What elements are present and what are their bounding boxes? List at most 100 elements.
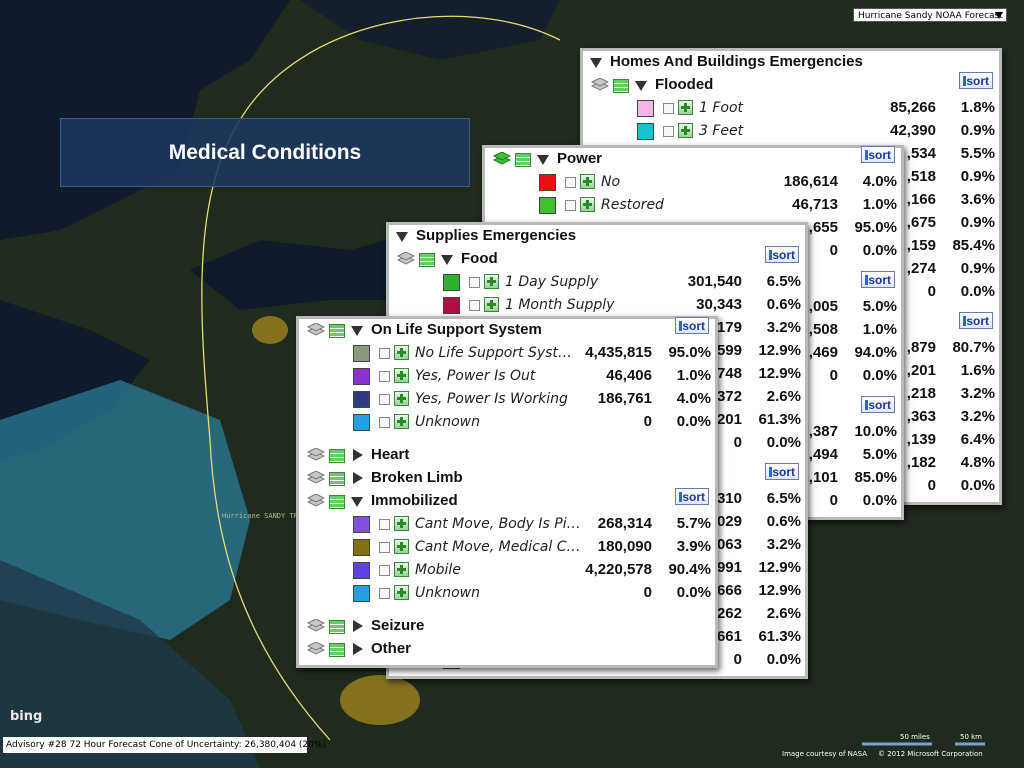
expand-arrow-closed[interactable] [353, 472, 363, 484]
add-icon[interactable] [484, 274, 499, 289]
count: ,274 [906, 260, 936, 277]
item-label: No [601, 174, 621, 190]
add-icon[interactable] [394, 539, 409, 554]
add-icon[interactable] [484, 297, 499, 312]
color-swatch [353, 414, 370, 431]
visibility-toggle[interactable] [329, 449, 345, 463]
checkbox[interactable] [379, 542, 390, 553]
layer-icon[interactable] [307, 471, 325, 485]
sort-button[interactable]: sort [861, 271, 895, 288]
layer-dropdown[interactable]: Hurricane Sandy NOAA Forecast [853, 8, 1007, 22]
visibility-toggle[interactable] [329, 495, 345, 509]
expand-arrow-open[interactable] [635, 81, 647, 91]
layer-icon[interactable] [397, 252, 415, 266]
sort-button[interactable]: sort [765, 246, 799, 263]
count: ,879 [906, 339, 936, 356]
sort-button[interactable]: sort [765, 463, 799, 480]
visibility-toggle[interactable] [329, 324, 345, 338]
checkbox[interactable] [469, 277, 480, 288]
count: 0 [829, 242, 838, 259]
coast [0, 560, 260, 768]
add-icon[interactable] [394, 391, 409, 406]
sort-button[interactable]: sort [861, 396, 895, 413]
visibility-toggle[interactable] [329, 620, 345, 634]
percent: 6.5% [766, 490, 801, 507]
scale-km: 50 km [960, 733, 983, 741]
layer-icon[interactable] [307, 619, 325, 633]
layer-icon[interactable] [307, 448, 325, 462]
checkbox[interactable] [565, 200, 576, 211]
visibility-toggle[interactable] [613, 79, 629, 93]
layer-icon[interactable] [591, 78, 609, 92]
add-icon[interactable] [394, 414, 409, 429]
count: 0 [733, 651, 742, 668]
count: 0 [927, 283, 936, 300]
layer-icon[interactable] [493, 152, 511, 166]
forecast-cone [201, 15, 561, 741]
checkbox[interactable] [663, 126, 674, 137]
checkbox[interactable] [379, 417, 390, 428]
percent: 0.0% [676, 413, 711, 430]
group-label: Food [461, 250, 498, 267]
sort-button[interactable]: sort [675, 317, 709, 334]
item-label: 1 Month Supply [505, 297, 615, 313]
count: ,201 [712, 411, 742, 428]
visibility-toggle[interactable] [419, 253, 435, 267]
expand-arrow-closed[interactable] [353, 449, 363, 461]
checkbox[interactable] [379, 565, 390, 576]
count: 186,761 [597, 390, 652, 407]
add-icon[interactable] [678, 100, 693, 115]
item-label: Yes, Power Is Working [415, 391, 568, 407]
expand-arrow-closed[interactable] [353, 643, 363, 655]
expand-arrow-open[interactable] [351, 326, 363, 336]
count: ,655 [808, 219, 838, 236]
count: 4,220,578 [585, 561, 652, 578]
item-label: Cant Move, Body Is Pi… [415, 516, 581, 532]
count: 268,314 [597, 515, 652, 532]
visibility-toggle[interactable] [515, 153, 531, 167]
layer-icon[interactable] [307, 642, 325, 656]
group-label: Broken Limb [371, 469, 463, 486]
layer-icon[interactable] [307, 494, 325, 508]
collapse-arrow[interactable] [590, 58, 602, 68]
expand-arrow-open[interactable] [441, 255, 453, 265]
checkbox[interactable] [469, 300, 480, 311]
checkbox[interactable] [663, 103, 674, 114]
percent: 12.9% [758, 582, 801, 599]
group-label: Flooded [655, 76, 714, 93]
sort-button[interactable]: sort [959, 312, 993, 329]
add-icon[interactable] [394, 562, 409, 577]
percent: 1.0% [862, 196, 897, 213]
expand-arrow-open[interactable] [537, 155, 549, 165]
add-icon[interactable] [394, 368, 409, 383]
checkbox[interactable] [379, 394, 390, 405]
visibility-toggle[interactable] [329, 472, 345, 486]
expand-arrow-closed[interactable] [353, 620, 363, 632]
add-icon[interactable] [394, 585, 409, 600]
percent: 1.0% [862, 321, 897, 338]
add-icon[interactable] [580, 174, 595, 189]
add-icon[interactable] [678, 123, 693, 138]
sort-button[interactable]: sort [861, 146, 895, 163]
add-icon[interactable] [394, 345, 409, 360]
checkbox[interactable] [379, 348, 390, 359]
layer-icon[interactable] [307, 323, 325, 337]
count: ,534 [906, 145, 936, 162]
expand-arrow-open[interactable] [351, 497, 363, 507]
percent: 0.9% [960, 260, 995, 277]
percent: 0.0% [862, 242, 897, 259]
visibility-toggle[interactable] [329, 643, 345, 657]
count: ,201 [906, 362, 936, 379]
add-icon[interactable] [580, 197, 595, 212]
percent: 0.6% [766, 296, 801, 313]
checkbox[interactable] [379, 588, 390, 599]
checkbox[interactable] [379, 519, 390, 530]
banner-title: Medical Conditions [168, 141, 362, 164]
sort-button[interactable]: sort [959, 72, 993, 89]
collapse-arrow[interactable] [396, 232, 408, 242]
checkbox[interactable] [379, 371, 390, 382]
checkbox[interactable] [565, 177, 576, 188]
sort-button[interactable]: sort [675, 488, 709, 505]
add-icon[interactable] [394, 516, 409, 531]
group-label: Power [557, 150, 603, 167]
